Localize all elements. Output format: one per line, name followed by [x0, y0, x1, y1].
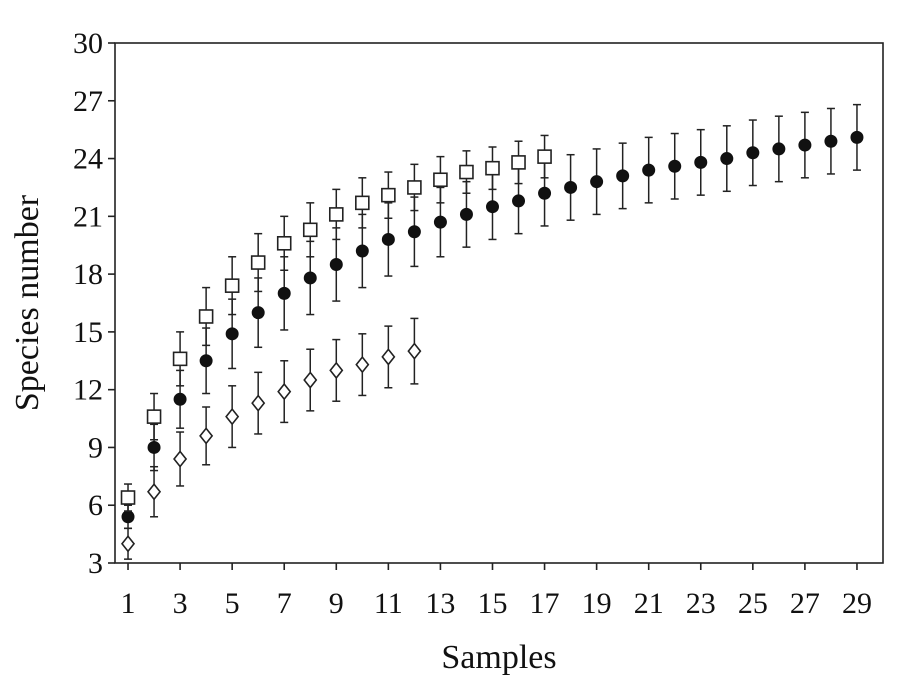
series-open-square	[120, 134, 552, 512]
data-point	[564, 180, 578, 194]
data-point	[407, 225, 421, 239]
data-point	[172, 351, 188, 367]
data-point	[538, 186, 552, 200]
x-tick-label: 23	[686, 587, 716, 620]
data-point	[303, 271, 317, 285]
data-point	[459, 164, 474, 180]
y-tick-label: 12	[73, 374, 103, 407]
data-point	[173, 450, 188, 468]
x-tick-label: 13	[425, 587, 455, 620]
y-tick-label: 27	[73, 85, 103, 118]
data-point	[590, 175, 604, 189]
data-point	[120, 534, 136, 553]
data-point	[329, 361, 344, 380]
data-point	[798, 138, 812, 152]
data-point	[381, 187, 396, 203]
data-point	[746, 146, 760, 160]
data-point	[850, 130, 864, 144]
y-axis-title: Species number	[9, 194, 46, 411]
data-point	[225, 407, 240, 426]
data-point	[824, 134, 838, 148]
data-point	[720, 152, 734, 166]
x-tick-label: 3	[173, 587, 188, 620]
data-point	[198, 309, 214, 324]
data-point	[407, 180, 422, 195]
data-point	[173, 392, 187, 406]
y-tick-label: 6	[88, 489, 103, 522]
x-tick-label: 5	[225, 587, 240, 620]
data-point	[485, 200, 499, 214]
data-point	[147, 440, 161, 454]
data-point	[511, 155, 526, 170]
data-point	[277, 286, 291, 300]
data-point	[355, 355, 370, 374]
data-point	[328, 207, 344, 222]
data-point	[355, 195, 370, 211]
data-point	[537, 149, 552, 164]
x-tick-label: 29	[842, 587, 872, 620]
y-tick-label: 9	[88, 431, 103, 464]
x-tick-label: 19	[582, 587, 612, 620]
data-point	[381, 348, 396, 366]
data-point	[407, 342, 422, 360]
data-point	[433, 172, 448, 188]
x-tick-label: 7	[277, 587, 292, 620]
series-open-diamond	[120, 317, 422, 560]
data-point	[772, 142, 786, 156]
data-point	[251, 306, 265, 320]
data-point	[329, 257, 343, 271]
data-point	[277, 382, 292, 401]
data-point	[147, 482, 162, 501]
data-point	[121, 510, 135, 524]
data-point	[276, 235, 292, 251]
x-tick-label: 17	[530, 587, 560, 620]
y-tick-label: 24	[73, 143, 103, 176]
x-tick-label: 21	[634, 587, 664, 620]
data-point	[224, 278, 240, 293]
data-point	[199, 427, 214, 445]
data-point	[302, 222, 318, 238]
data-point	[512, 194, 526, 208]
data-point	[668, 159, 682, 173]
data-point	[459, 207, 473, 221]
plot-frame	[114, 42, 884, 564]
data-point	[225, 327, 239, 341]
x-tick-label: 9	[329, 587, 344, 620]
y-tick-label: 18	[73, 258, 103, 291]
y-tick-label: 30	[73, 27, 103, 60]
data-point	[355, 244, 369, 258]
x-tick-label: 11	[374, 587, 403, 620]
data-point	[694, 155, 708, 169]
data-point	[616, 169, 630, 183]
data-point	[251, 394, 266, 412]
data-point	[303, 371, 318, 389]
data-point	[433, 215, 447, 229]
data-point	[199, 354, 213, 368]
data-marks	[120, 103, 864, 560]
data-point	[120, 490, 136, 505]
data-point	[381, 232, 395, 246]
data-point	[250, 255, 266, 270]
y-tick-label: 15	[73, 316, 103, 349]
y-tick-label: 21	[73, 200, 103, 233]
x-axis: 1 3 5 7 9 11 13 15 17 19 21 23 25 27 29	[121, 563, 872, 620]
x-tick-label: 15	[477, 587, 507, 620]
data-point	[642, 163, 656, 177]
x-tick-label: 1	[121, 587, 136, 620]
y-tick-label: 3	[88, 547, 103, 580]
x-tick-label: 25	[738, 587, 768, 620]
data-point	[146, 409, 162, 424]
x-axis-title: Samples	[441, 639, 556, 676]
x-tick-label: 27	[790, 587, 820, 620]
data-point	[485, 160, 500, 176]
y-axis: 3 6 9 12 15 18 21 24 27 30	[73, 27, 115, 580]
